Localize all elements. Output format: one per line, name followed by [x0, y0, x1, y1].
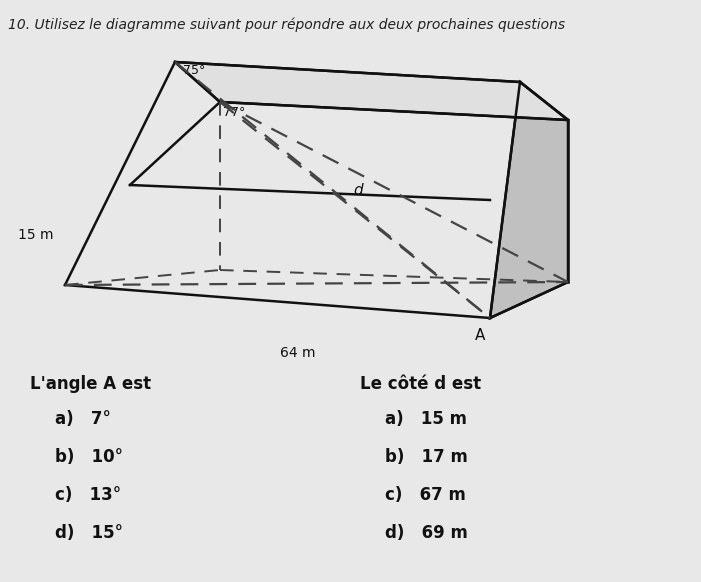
Text: a)   7°: a) 7° — [55, 410, 111, 428]
Text: A: A — [475, 328, 485, 343]
Polygon shape — [175, 62, 568, 120]
Text: d)   15°: d) 15° — [55, 524, 123, 542]
Text: 15 m: 15 m — [18, 228, 53, 242]
Text: 10. Utilisez le diagramme suivant pour répondre aux deux prochaines questions: 10. Utilisez le diagramme suivant pour r… — [8, 18, 565, 33]
Text: c)   13°: c) 13° — [55, 486, 121, 504]
Text: d: d — [353, 183, 363, 198]
Text: a)   15 m: a) 15 m — [385, 410, 467, 428]
Text: Le côté d est: Le côté d est — [360, 375, 481, 393]
Text: b)   17 m: b) 17 m — [385, 448, 468, 466]
Text: L'angle A est: L'angle A est — [30, 375, 151, 393]
Polygon shape — [490, 82, 568, 318]
Text: 75°: 75° — [183, 64, 205, 77]
Text: c)   67 m: c) 67 m — [385, 486, 466, 504]
Text: b)   10°: b) 10° — [55, 448, 123, 466]
Text: d)   69 m: d) 69 m — [385, 524, 468, 542]
Text: 77°: 77° — [223, 106, 245, 119]
Text: 64 m: 64 m — [280, 346, 315, 360]
